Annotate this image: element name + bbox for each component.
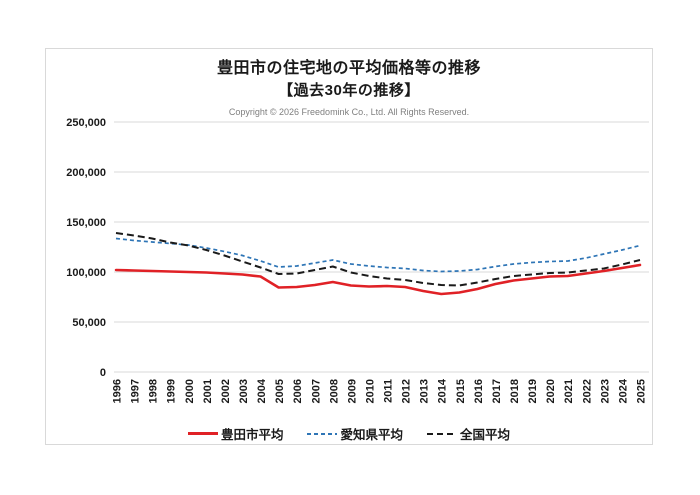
x-axis-tick-label: 2010 <box>364 379 376 403</box>
y-axis-tick-label: 150,000 <box>66 217 106 229</box>
legend-item-national: 全国平均 <box>427 424 510 443</box>
x-axis-tick-label: 2016 <box>473 379 485 403</box>
x-axis-tick-label: 2018 <box>509 379 521 403</box>
series-line-aichi-prefecture-average <box>115 237 641 273</box>
x-axis-tick-label: 2001 <box>202 379 214 403</box>
x-axis-tick-label: 2009 <box>346 379 358 403</box>
x-axis-tick-label: 1998 <box>148 379 160 403</box>
series-line-national-average <box>115 232 641 287</box>
aichi-line-swatch-icon <box>307 432 338 435</box>
chart-legend: 豊田市平均 愛知県平均 全国平均 <box>45 425 653 442</box>
x-axis-tick-label: 2021 <box>563 379 575 403</box>
x-axis-tick-label: 2005 <box>274 379 286 403</box>
y-axis-tick-label: 50,000 <box>72 317 106 329</box>
x-axis-tick-label: 2019 <box>527 379 539 403</box>
toyota-line-swatch-icon <box>187 432 218 435</box>
x-axis-tick-label: 2024 <box>617 378 629 403</box>
x-axis-tick-label: 2013 <box>419 379 431 403</box>
x-axis-tick-label: 2017 <box>491 379 503 403</box>
y-axis-tick-label: 200,000 <box>66 167 106 179</box>
national-line-swatch-icon <box>427 432 457 435</box>
x-axis-tick-label: 1997 <box>130 379 142 403</box>
x-axis-tick-label: 2025 <box>636 379 648 403</box>
copyright-text: Copyright © 2026 Freedomink Co., Ltd. Al… <box>228 107 470 117</box>
x-axis-tick-label: 2020 <box>545 379 557 403</box>
series-line-toyota-city-average <box>114 263 642 296</box>
chart-title: 豊田市の住宅地の平均価格等の推移 <box>216 60 481 77</box>
x-axis-tick-label: 2012 <box>401 379 413 403</box>
x-axis-tick-label: 1999 <box>166 379 178 403</box>
x-axis-tick-label: 2022 <box>581 379 593 403</box>
x-axis-tick-label: 2000 <box>184 379 196 403</box>
x-axis-tick-label: 2015 <box>455 379 467 403</box>
x-axis-tick-label: 2008 <box>328 379 340 403</box>
x-axis-tick-label: 2002 <box>220 379 232 403</box>
x-axis-tick-label: 2014 <box>437 378 449 403</box>
y-axis-tick-label: 250,000 <box>66 117 106 129</box>
legend-label-toyota: 豊田市平均 <box>220 428 284 442</box>
x-axis-tick-label: 2003 <box>238 379 250 403</box>
legend-label-aichi: 愛知県平均 <box>340 428 403 442</box>
legend-item-aichi: 愛知県平均 <box>307 424 403 443</box>
x-axis-tick-label: 2023 <box>599 379 611 403</box>
legend-item-toyota: 豊田市平均 <box>187 424 284 443</box>
chart-subtitle: 【過去30年の推移】 <box>278 82 420 99</box>
x-axis-tick-label: 2007 <box>310 379 322 403</box>
y-axis-tick-label: 100,000 <box>66 267 106 279</box>
x-axis-tick-label: 1996 <box>112 379 124 403</box>
legend-label-national: 全国平均 <box>460 428 511 442</box>
x-axis-tick-label: 2011 <box>383 379 395 403</box>
x-axis-tick-label: 2006 <box>292 379 304 403</box>
chart-frame <box>45 48 653 445</box>
x-axis-tick-label: 2004 <box>256 378 268 403</box>
y-axis-tick-label: 0 <box>100 367 106 379</box>
